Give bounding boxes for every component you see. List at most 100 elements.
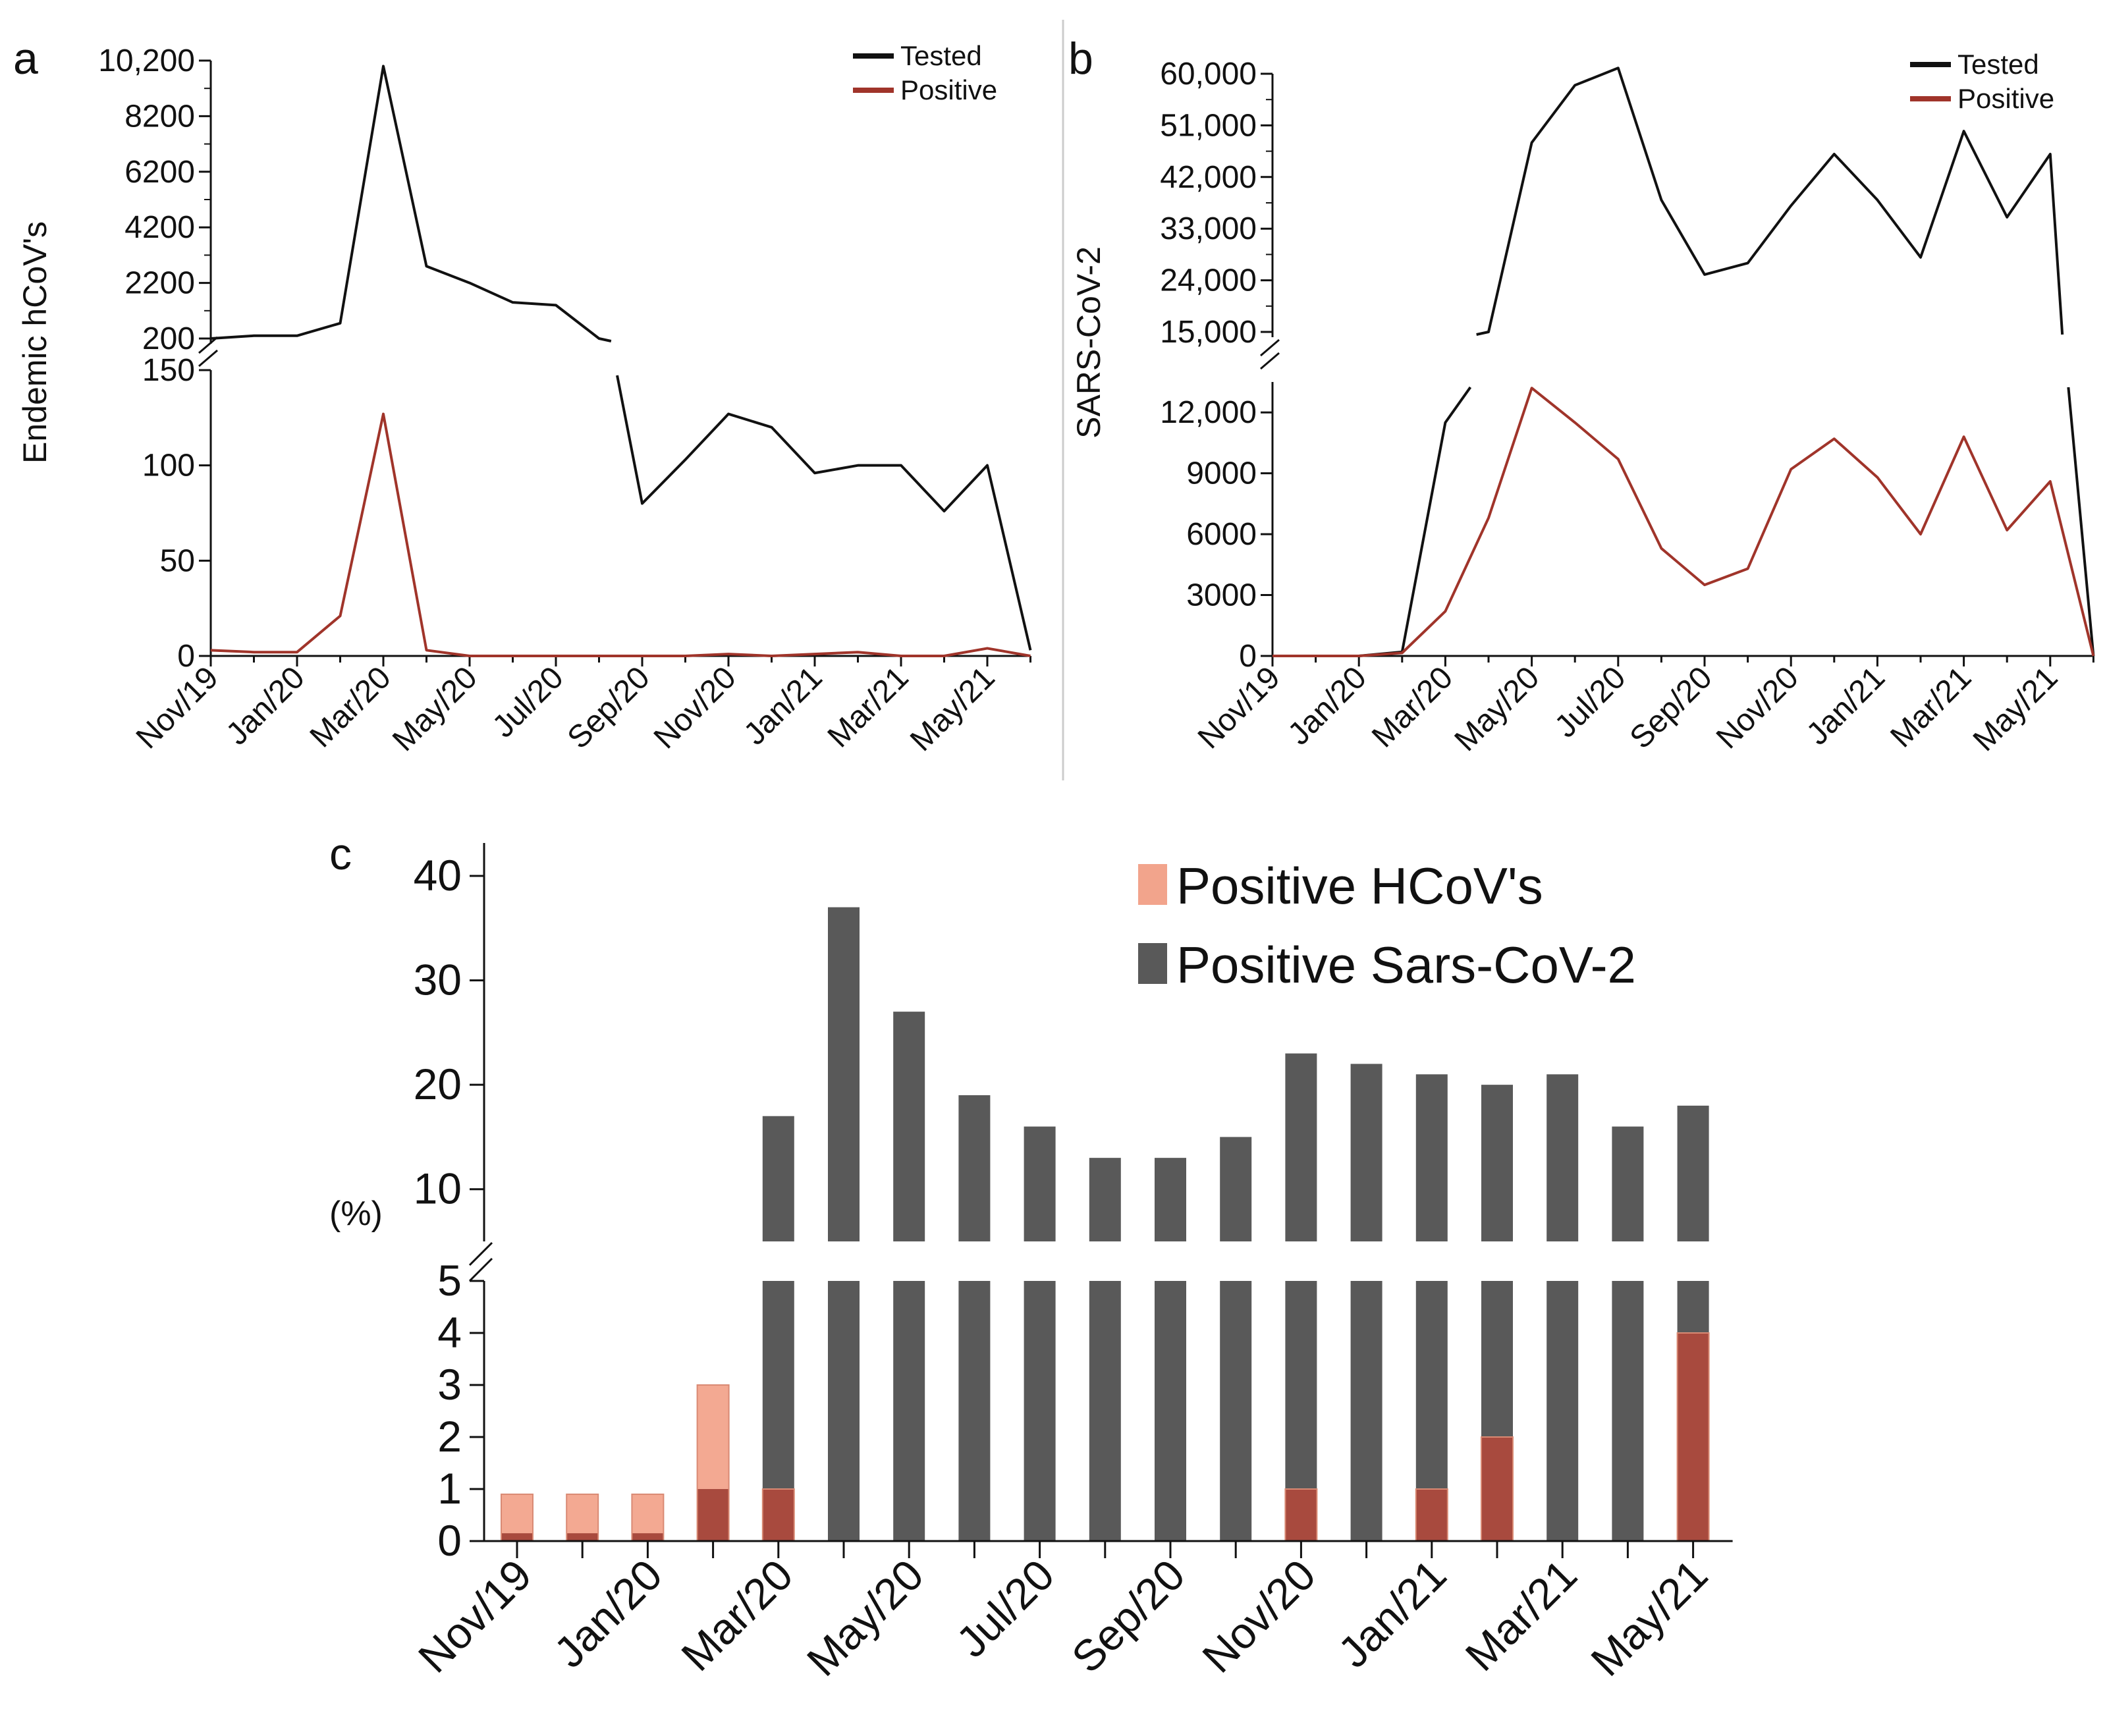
bar-sars-cov-2-sep-20 <box>1155 1281 1186 1541</box>
bar-sars-cov-2-upper-mar-21 <box>1546 1074 1579 1241</box>
y-tick-label-b: 33,000 <box>1160 211 1257 246</box>
bar-sars-cov-2-upper-apr-20 <box>828 907 860 1241</box>
bar-sars-cov-2-upper-apr-21 <box>1612 1126 1644 1241</box>
bar-sars-cov-2-dec-20 <box>1350 1281 1382 1541</box>
x-tick-label-c: Jan/20 <box>545 1550 671 1677</box>
x-tick-label-b: Jan/20 <box>1282 660 1373 751</box>
x-tick-label-a: Jan/21 <box>737 660 829 751</box>
y-tick-label-a: 150 <box>142 353 195 388</box>
x-tick-label-a: May/21 <box>904 660 1002 758</box>
y-tick-label-c: 4 <box>437 1308 462 1357</box>
axis-break-mark-b <box>1260 352 1280 370</box>
y-tick-label-b: 15,000 <box>1160 315 1257 350</box>
x-tick-label-b: Jan/21 <box>1800 660 1892 751</box>
legend-swatch-positive-hcov-s <box>1138 864 1167 905</box>
x-tick-label-a: Jul/20 <box>486 660 570 744</box>
x-tick-label-b: Nov/19 <box>1191 660 1287 755</box>
x-tick-label-b: May/20 <box>1448 660 1546 758</box>
x-tick-label-b: Nov/20 <box>1710 660 1805 755</box>
bar-sars-cov-2-apr-21 <box>1612 1281 1644 1541</box>
bar-overlap-jan-21 <box>1415 1489 1448 1541</box>
y-tick-label-a: 50 <box>160 543 195 578</box>
bar-sars-cov-2-mar-21 <box>1546 1281 1579 1541</box>
y-tick-label-c: 1 <box>437 1464 462 1513</box>
bar-sars-cov-2-upper-oct-20 <box>1220 1137 1252 1241</box>
x-tick-label-b: Jul/20 <box>1548 660 1633 744</box>
panel-letter-b: b <box>1068 34 1093 84</box>
y-unit-label-c: (%) <box>329 1195 383 1233</box>
bar-sars-cov-2-apr-20 <box>828 1281 860 1541</box>
y-tick-label-a: 6200 <box>124 155 195 190</box>
y-tick-label-c: 5 <box>437 1256 462 1305</box>
panel-letter-a: a <box>13 34 38 84</box>
y-tick-label-b: 0 <box>1239 639 1257 674</box>
x-tick-label-a: Nov/19 <box>130 660 225 755</box>
x-tick-label-c: May/20 <box>798 1550 933 1685</box>
legend-label-tested-b: Tested <box>1957 49 2039 80</box>
y-tick-label-a: 0 <box>177 639 195 674</box>
bar-overlap-mar-20 <box>762 1489 794 1541</box>
bar-sars-cov-2-may-20 <box>893 1281 925 1541</box>
y-tick-label-b: 6000 <box>1186 517 1257 552</box>
x-tick-label-a: Jan/20 <box>219 660 311 751</box>
axis-break-mark-a <box>198 336 218 354</box>
y-tick-label-b: 42,000 <box>1160 160 1257 195</box>
y-axis-label-b: SARS-CoV-2 <box>1070 246 1107 439</box>
x-tick-label-c: Jan/21 <box>1328 1550 1455 1677</box>
series-line-positive-a <box>210 412 1031 657</box>
bar-sars-cov-2-upper-mar-20 <box>762 1116 794 1241</box>
bar-sars-cov-2-upper-jan-21 <box>1415 1074 1448 1241</box>
bar-overlap-may-21 <box>1677 1333 1709 1541</box>
bar-sars-cov-2-upper-may-20 <box>893 1012 925 1241</box>
y-tick-label-c: 3 <box>437 1360 462 1409</box>
y-tick-label-c: 0 <box>437 1516 462 1565</box>
bar-sars-cov-2-upper-jul-20 <box>1024 1126 1056 1241</box>
x-tick-label-b: Mar/21 <box>1884 660 1978 754</box>
y-tick-label-c: 10 <box>414 1164 462 1213</box>
legend-label-positive-b: Positive <box>1957 83 2054 114</box>
bar-overlap-nov-20 <box>1285 1489 1317 1541</box>
bar-sars-cov-2-jul-20 <box>1024 1281 1056 1541</box>
y-tick-label-a: 8200 <box>124 99 195 134</box>
series-line-tested-a <box>210 65 1032 651</box>
legend-label-positive-hcov-s: Positive HCoV's <box>1176 857 1543 915</box>
bar-sars-cov-2-upper-may-21 <box>1677 1105 1709 1241</box>
y-tick-label-a: 100 <box>142 448 195 483</box>
y-tick-label-a: 4200 <box>124 210 195 245</box>
bar-overlap-dec-19 <box>566 1533 599 1541</box>
bar-sars-cov-2-upper-jun-20 <box>958 1095 991 1241</box>
y-tick-label-a: 200 <box>142 321 195 356</box>
axis-break-mark-b <box>1260 339 1280 357</box>
x-tick-label-c: Mar/20 <box>672 1550 802 1681</box>
bar-sars-cov-2-aug-20 <box>1089 1281 1121 1541</box>
y-tick-label-c: 40 <box>414 851 462 900</box>
x-tick-label-b: Sep/20 <box>1624 660 1719 755</box>
x-tick-label-b: Mar/20 <box>1365 660 1460 754</box>
series-line-positive-b <box>1272 387 2095 657</box>
y-tick-label-c: 30 <box>414 956 462 1004</box>
y-tick-label-c: 2 <box>437 1412 462 1461</box>
legend-label-positive-a: Positive <box>900 74 997 105</box>
bar-sars-cov-2-jun-20 <box>958 1281 991 1541</box>
x-tick-label-a: May/20 <box>386 660 484 758</box>
bar-overlap-feb-21 <box>1481 1437 1513 1541</box>
y-tick-label-b: 60,000 <box>1160 57 1257 92</box>
y-axis-label-a: Endemic hCoV's <box>16 221 53 464</box>
axis-break-mark-c <box>468 1241 493 1266</box>
bar-sars-cov-2-upper-nov-20 <box>1285 1053 1317 1241</box>
x-tick-label-c: Nov/19 <box>409 1550 541 1682</box>
x-tick-label-a: Sep/20 <box>561 660 657 755</box>
x-tick-label-c: Sep/20 <box>1062 1550 1194 1682</box>
y-tick-label-b: 24,000 <box>1160 263 1257 298</box>
y-tick-label-b: 12,000 <box>1160 395 1257 430</box>
bar-sars-cov-2-upper-sep-20 <box>1155 1158 1186 1241</box>
legend-label-tested-a: Tested <box>900 40 982 71</box>
y-tick-label-c: 20 <box>414 1060 462 1108</box>
x-tick-label-c: Nov/20 <box>1193 1550 1325 1682</box>
x-tick-label-a: Mar/21 <box>821 660 916 754</box>
chart-panel-b: b SARS-CoV-2 0 3000 6000 9000 12,000 15,000 24… <box>1068 34 2095 758</box>
y-tick-label-a: 2200 <box>124 266 195 301</box>
x-tick-label-c: Mar/21 <box>1456 1550 1587 1681</box>
